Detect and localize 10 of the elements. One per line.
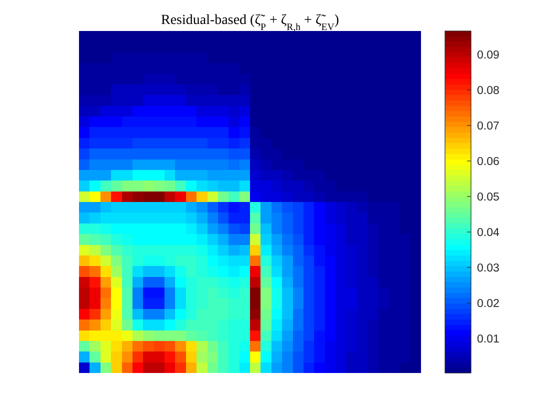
color-bar-label: 0.03 (477, 262, 500, 275)
color-bar-label: 0.09 (477, 49, 500, 62)
color-bar-label: 0.05 (477, 192, 500, 204)
color-bar-label: 0.08 (477, 84, 500, 97)
color-bar-label: 0.02 (477, 298, 500, 310)
color-bar-label: 0.06 (477, 156, 500, 168)
chart-title: Residual-based (ζ̃$_{P}$ + ζ$_{R,h}$ + ζ̃$_{EV}$) (161, 13, 340, 32)
color-bar-label: 0.01 (477, 334, 500, 346)
color-bar-label: 0.04 (477, 227, 500, 240)
color-bar-label: 0.07 (477, 120, 500, 132)
